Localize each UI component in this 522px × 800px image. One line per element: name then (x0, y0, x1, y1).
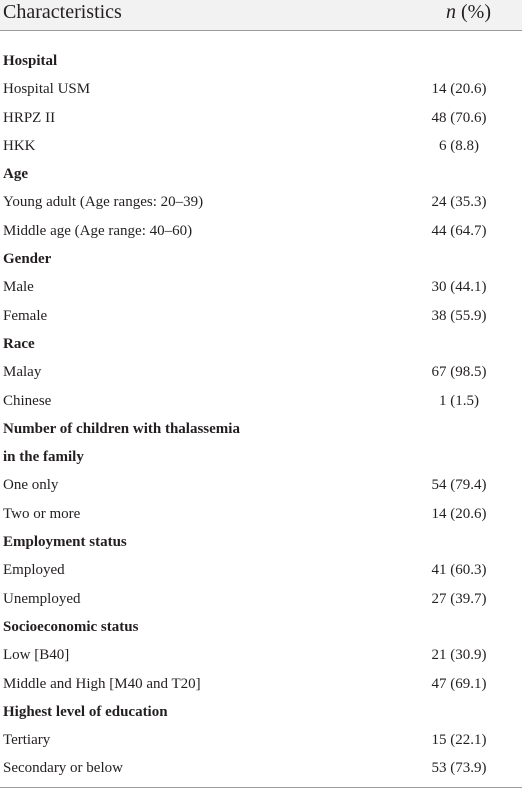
row-value: 6 (8.8) (439, 137, 479, 154)
characteristics-column-header: Characteristics (3, 1, 122, 23)
table-row: Low [B40] 21 (30.9) (0, 643, 522, 671)
row-value: 67 (98.5) (431, 364, 487, 381)
n-percent-column-header: n (%) (446, 1, 491, 23)
table-row: Middle and High [M40 and T20] 47 (69.1) (0, 672, 522, 700)
row-label: Secondary or below (3, 760, 123, 777)
group-heading-row: Age (0, 162, 522, 190)
row-value: 24 (35.3) (431, 194, 487, 211)
row-label: Young adult (Age ranges: 20–39) (3, 194, 204, 211)
group-heading-row: in the family (0, 445, 522, 473)
table-row: Chinese 1 (1.5) (0, 389, 522, 417)
row-value: 48 (70.6) (431, 109, 487, 126)
group-heading-label: Highest level of education (3, 703, 168, 720)
row-value: 15 (22.1) (431, 732, 487, 749)
table-row: Middle age (Age range: 40–60) 44 (64.7) (0, 219, 522, 247)
group-heading-label: Employment status (3, 534, 127, 551)
row-label: One only (3, 477, 59, 494)
row-label: HKK (3, 137, 36, 154)
row-label: Malay (3, 364, 42, 381)
table-header: Characteristics n (%) (0, 0, 522, 31)
row-label: Middle and High [M40 and T20] (3, 675, 201, 692)
bottom-rule (0, 787, 522, 788)
table-row: Hospital USM 14 (20.6) (0, 77, 522, 105)
group-heading-label: Socioeconomic status (3, 618, 139, 635)
row-label: Chinese (3, 392, 52, 409)
table-row: Employed 41 (60.3) (0, 558, 522, 586)
table-row: Secondary or below 53 (73.9) (0, 756, 522, 784)
row-label: Employed (3, 562, 65, 579)
table-row: Two or more 14 (20.6) (0, 502, 522, 530)
row-value: 47 (69.1) (431, 675, 487, 692)
row-value: 30 (44.1) (431, 279, 487, 296)
table-body: Hospital Hospital USM 14 (20.6) HRPZ II 48 (… (0, 49, 522, 785)
row-value: 14 (20.6) (431, 81, 487, 98)
table-row: HRPZ II 48 (70.6) (0, 106, 522, 134)
table-row: Male 30 (44.1) (0, 275, 522, 303)
row-label: Hospital USM (3, 81, 91, 98)
header-spacer (0, 31, 522, 49)
percent-suffix: (%) (456, 1, 491, 23)
row-label: Tertiary (3, 732, 51, 749)
row-value: 41 (60.3) (431, 562, 487, 579)
group-heading-label: Race (3, 335, 35, 352)
group-heading-label: in the family (3, 449, 84, 466)
row-label: Middle age (Age range: 40–60) (3, 222, 193, 239)
row-label: Male (3, 279, 34, 296)
row-label: Female (3, 307, 48, 324)
row-value: 53 (73.9) (431, 760, 487, 777)
table-row: Female 38 (55.9) (0, 304, 522, 332)
row-value: 44 (64.7) (431, 222, 487, 239)
n-symbol: n (446, 1, 456, 23)
group-heading-row: Highest level of education (0, 700, 522, 728)
group-heading-label: Age (3, 166, 28, 183)
table-row: One only 54 (79.4) (0, 473, 522, 501)
table-row: Tertiary 15 (22.1) (0, 728, 522, 756)
group-heading-label: Number of children with thalassemia (3, 420, 240, 437)
group-heading-row: Socioeconomic status (0, 615, 522, 643)
group-heading-label: Hospital (3, 53, 58, 69)
group-heading-label: Gender (3, 251, 52, 268)
group-heading-row: Gender (0, 247, 522, 275)
group-heading-row: Employment status (0, 530, 522, 558)
row-value: 21 (30.9) (431, 647, 487, 664)
table-row: Malay 67 (98.5) (0, 360, 522, 388)
row-label: Unemployed (3, 590, 81, 607)
row-label: Two or more (3, 505, 81, 522)
group-heading-row: Number of children with thalassemia (0, 417, 522, 445)
row-value: 27 (39.7) (431, 590, 487, 607)
table-row: Young adult (Age ranges: 20–39) 24 (35.3) (0, 190, 522, 218)
table-row: HKK 6 (8.8) (0, 134, 522, 162)
row-value: 38 (55.9) (431, 307, 487, 324)
row-value: 14 (20.6) (431, 505, 487, 522)
group-heading-row: Race (0, 332, 522, 360)
row-value: 54 (79.4) (431, 477, 487, 494)
row-value: 1 (1.5) (439, 392, 479, 409)
row-label: Low [B40] (3, 647, 70, 664)
table-row: Unemployed 27 (39.7) (0, 587, 522, 615)
group-heading-row: Hospital (0, 49, 522, 77)
row-label: HRPZ II (3, 109, 56, 126)
